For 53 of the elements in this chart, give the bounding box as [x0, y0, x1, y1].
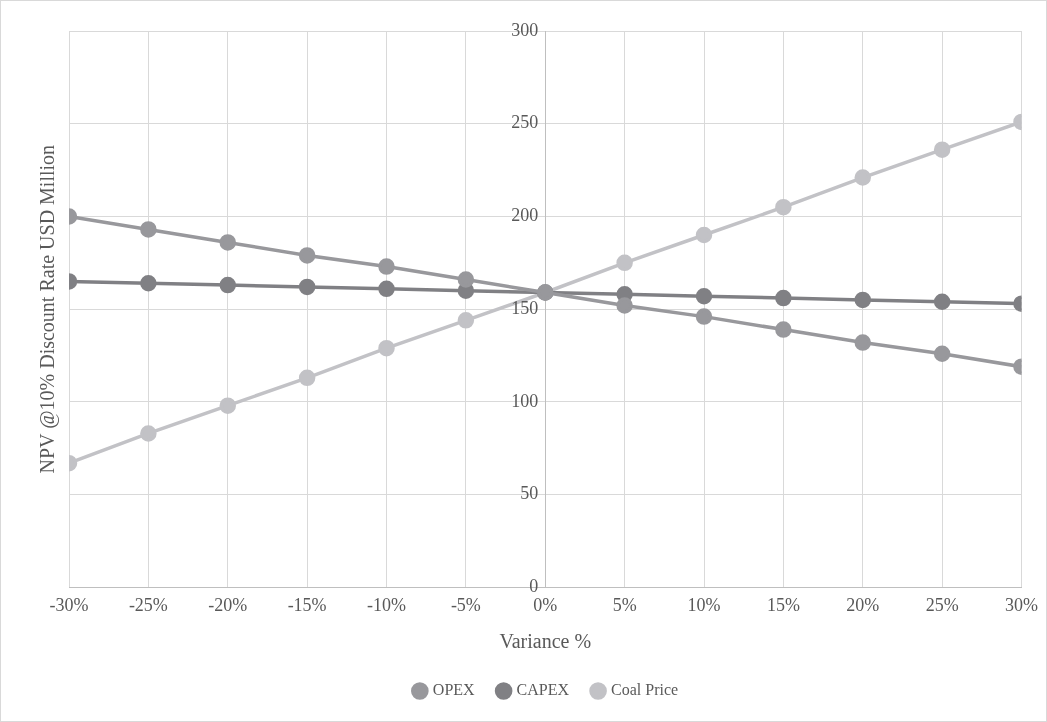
- point: [854, 169, 871, 186]
- x-axis-title: Variance %: [499, 630, 592, 653]
- legend-label: OPEX: [432, 681, 476, 699]
- point: [775, 198, 792, 216]
- point: [140, 425, 157, 442]
- x-tick-label: -30%: [49, 594, 89, 615]
- y-tick-label: 300: [511, 19, 539, 40]
- y-axis-title: NPV @10% Discount Rate USD Million: [36, 144, 60, 474]
- point: [457, 271, 475, 288]
- legend-label: CAPEX: [516, 681, 570, 699]
- point: [298, 369, 316, 387]
- x-tick-label: 20%: [846, 594, 880, 615]
- point: [616, 254, 633, 272]
- point: [378, 258, 395, 275]
- point: [140, 221, 157, 238]
- point: [219, 276, 236, 294]
- x-tick-label: -5%: [450, 594, 481, 615]
- point: [854, 291, 871, 309]
- point: [775, 321, 792, 338]
- point: [219, 234, 236, 251]
- point: [616, 297, 633, 314]
- y-tick-label: 100: [511, 390, 539, 411]
- point: [378, 339, 395, 357]
- point: [298, 278, 316, 296]
- y-tick-label: 0: [529, 576, 539, 597]
- point: [775, 289, 792, 307]
- y-tick-label: 200: [511, 205, 539, 226]
- x-tick-label: 0%: [533, 594, 558, 615]
- x-tick-label: 25%: [925, 594, 959, 615]
- point: [140, 274, 157, 292]
- x-tick-label: -10%: [367, 594, 406, 615]
- y-tick-label: 150: [511, 297, 539, 318]
- point: [933, 345, 951, 362]
- point: [695, 287, 713, 305]
- point: [457, 312, 475, 329]
- point: [854, 334, 871, 351]
- y-tick-label: 50: [520, 483, 539, 504]
- point: [219, 397, 236, 414]
- y-tick-label: 250: [511, 112, 539, 133]
- x-tick-label: 30%: [1005, 594, 1038, 615]
- point: [695, 226, 713, 244]
- x-tick-label: -15%: [287, 594, 327, 615]
- x-tick-label: 5%: [612, 594, 637, 615]
- point: [933, 141, 951, 158]
- point: [933, 293, 951, 311]
- point: [378, 280, 395, 298]
- x-tick-label: 15%: [766, 594, 800, 615]
- legend-label: Coal Price: [611, 681, 679, 699]
- point: [298, 247, 316, 264]
- x-tick-label: -20%: [208, 594, 248, 615]
- x-tick-label: 10%: [687, 594, 721, 615]
- point: [695, 308, 713, 325]
- x-tick-label: -25%: [128, 594, 168, 615]
